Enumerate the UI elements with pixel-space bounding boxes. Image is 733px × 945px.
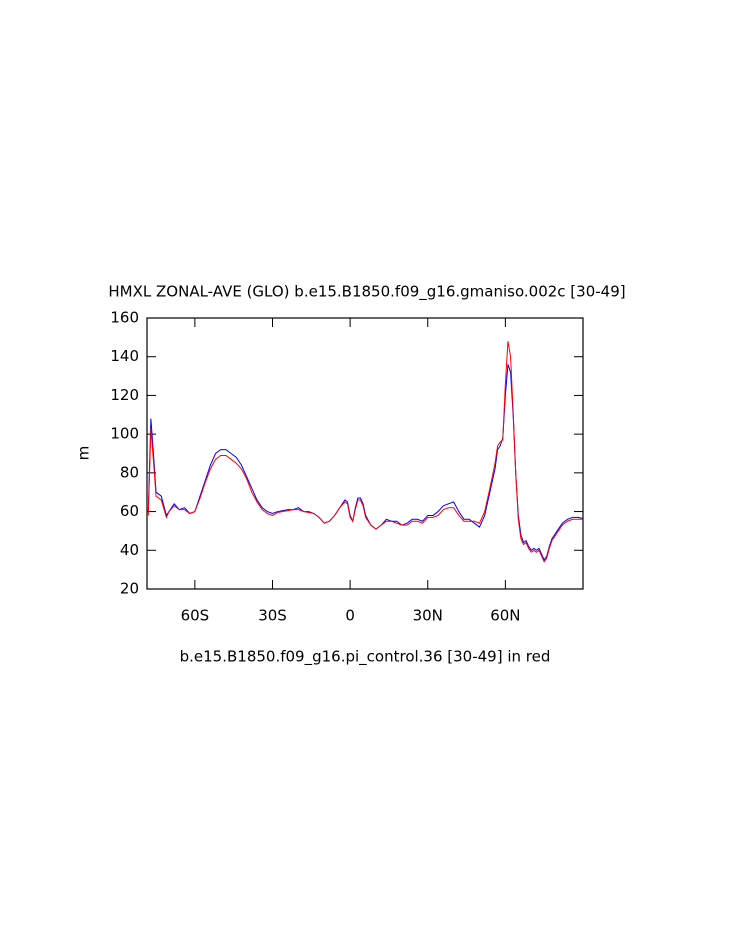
- y-tick-label: 80: [120, 463, 139, 481]
- y-tick-label: 100: [110, 425, 139, 443]
- x-tick-label: 0: [345, 607, 355, 625]
- y-tick-label: 60: [120, 502, 139, 520]
- x-tick-label: 60N: [490, 607, 520, 625]
- x-tick-label: 60S: [181, 607, 210, 625]
- x-tick-label: 30N: [413, 607, 443, 625]
- y-tick-label: 160: [110, 309, 139, 327]
- y-tick-label: 40: [120, 541, 139, 559]
- y-tick-label: 20: [120, 580, 139, 598]
- y-axis-label: m: [75, 446, 93, 461]
- chart-title: HMXL ZONAL-AVE (GLO) b.e15.B1850.f09_g16…: [108, 283, 625, 302]
- x-axis-label: b.e15.B1850.f09_g16.pi_control.36 [30-49…: [180, 648, 551, 667]
- plot-frame: [146, 317, 584, 590]
- y-tick-label: 140: [110, 347, 139, 365]
- y-tick-label: 120: [110, 386, 139, 404]
- data-line: [147, 341, 583, 563]
- x-tick-label: 30S: [258, 607, 287, 625]
